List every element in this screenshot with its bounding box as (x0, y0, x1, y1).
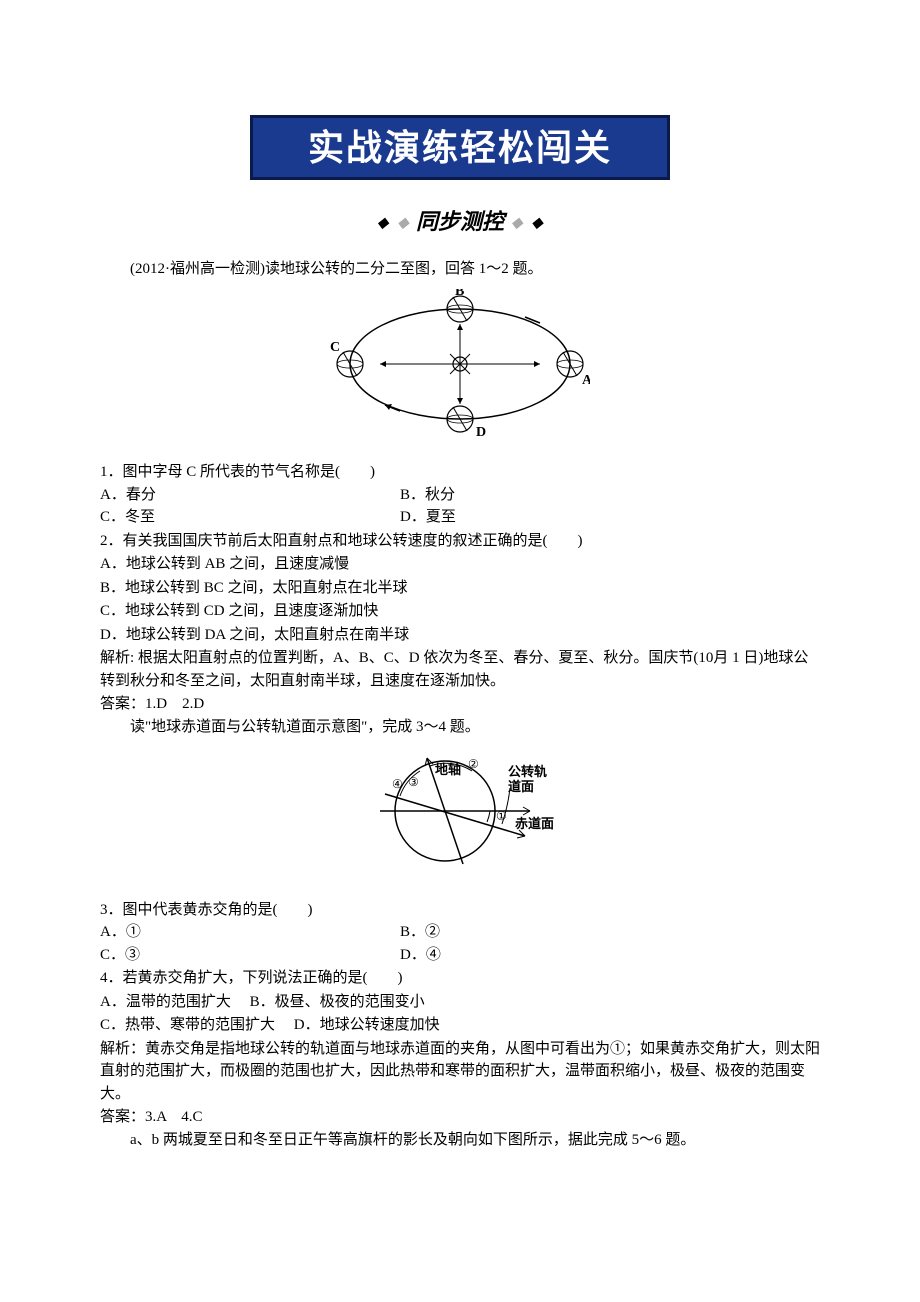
q2-opt-d: D．地球公转到 DA 之间，太阳直射点在南半球 (100, 624, 820, 647)
orbit-diagram: B A D C (100, 289, 820, 447)
diamond-hollow-icon: ◆ (512, 213, 523, 234)
subheader: ◆ ◆ 同步测控 ◆ ◆ (0, 205, 920, 238)
intro-text: (2012·福州高一检测)读地球公转的二分二至图，回答 1～2 题。 (100, 258, 820, 281)
label-3: ③ (408, 775, 419, 789)
intro-56: a、b 两城夏至日和冬至日正午等高旗杆的影长及朝向如下图所示，据此完成 5～6 … (100, 1129, 820, 1152)
q4-opt-d: D．地球公转速度加快 (294, 1017, 440, 1033)
diamond-hollow-icon: ◆ (398, 213, 409, 234)
label-2: ② (468, 757, 479, 771)
q3-opt-c: C．③ (100, 944, 400, 967)
earth-left (337, 351, 363, 377)
label-c: C (330, 340, 340, 355)
label-d: D (476, 425, 486, 439)
q2-opt-b: B．地球公转到 BC 之间，太阳直射点在北半球 (100, 577, 820, 600)
q4-stem: 4．若黄赤交角扩大，下列说法正确的是( ) (100, 967, 820, 990)
q3-opt-d: D．④ (400, 944, 820, 967)
q4-opt-cd: C．热带、寒带的范围扩大 D．地球公转速度加快 (100, 1014, 820, 1037)
intro-34: 读"地球赤道面与公转轨道面示意图"，完成 3～4 题。 (100, 716, 820, 739)
page-banner: 实战演练轻松闯关 (250, 115, 670, 180)
content-body: (2012·福州高一检测)读地球公转的二分二至图，回答 1～2 题。 (0, 258, 920, 1151)
label-equator: 赤道面 (515, 816, 554, 831)
q1-stem: 1．图中字母 C 所代表的节气名称是( ) (100, 461, 820, 484)
q3-stem: 3．图中代表黄赤交角的是( ) (100, 899, 820, 922)
explanation-12: 解析: 根据太阳直射点的位置判断，A、B、C、D 依次为冬至、春分、夏至、秋分。… (100, 647, 820, 692)
banner-title: 实战演练轻松闯关 (308, 121, 612, 175)
label-orbit1: 公转轨 (508, 764, 547, 779)
ecliptic-diagram: 地轴 公转轨 道面 赤道面 ① ② ③ ④ (100, 746, 820, 884)
q4-opt-ab: A．温带的范围扩大 B．极昼、极夜的范围变小 (100, 991, 820, 1014)
q4-opt-a: A．温带的范围扩大 (100, 994, 231, 1010)
diamond-solid-icon: ◆ (377, 213, 388, 234)
q2-opt-a: A．地球公转到 AB 之间，且速度减慢 (100, 553, 820, 576)
q3-opt-b: B．② (400, 921, 820, 944)
q4-opt-c: C．热带、寒带的范围扩大 (100, 1017, 275, 1033)
diamond-solid-icon: ◆ (532, 213, 543, 234)
subheader-text: 同步测控 (416, 209, 504, 234)
q1-opt-b: B．秋分 (400, 484, 820, 507)
label-orbit2: 道面 (508, 779, 534, 794)
q3-opt-a: A．① (100, 921, 400, 944)
explanation-34: 解析：黄赤交角是指地球公转的轨道面与地球赤道面的夹角，从图中可看出为①；如果黄赤… (100, 1038, 820, 1106)
answer-12: 答案：1.D 2.D (100, 693, 820, 716)
q1-opt-a: A．春分 (100, 484, 400, 507)
label-1: ① (496, 809, 507, 823)
label-a: A (582, 373, 590, 388)
q4-opt-b: B．极昼、极夜的范围变小 (250, 994, 425, 1010)
label-4: ④ (392, 777, 403, 791)
q2-stem: 2．有关我国国庆节前后太阳直射点和地球公转速度的叙述正确的是( ) (100, 530, 820, 553)
q1-opt-c: C．冬至 (100, 506, 400, 529)
label-b: B (455, 289, 464, 299)
answer-34: 答案：3.A 4.C (100, 1106, 820, 1129)
earth-right (557, 351, 583, 377)
q1-opt-d: D．夏至 (400, 506, 820, 529)
q2-opt-c: C．地球公转到 CD 之间，且速度逐渐加快 (100, 600, 820, 623)
